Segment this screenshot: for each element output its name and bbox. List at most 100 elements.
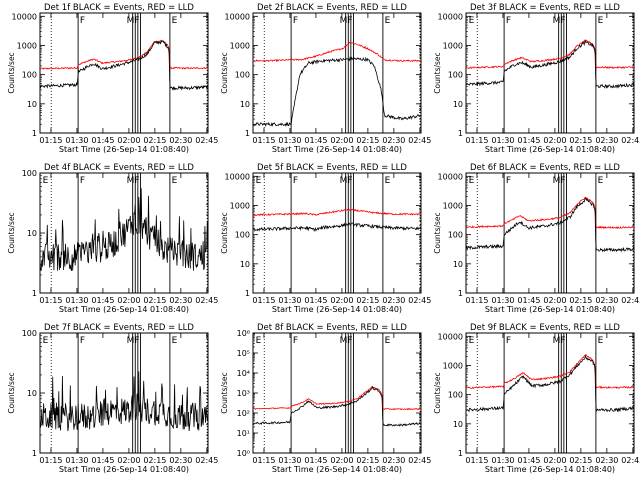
x-tick-label: 01:45	[304, 456, 327, 465]
event-marker-letter: E	[43, 336, 49, 346]
event-marker-letter: E	[256, 176, 262, 186]
x-tick-label: 02:15	[569, 136, 592, 145]
event-marker-letter: F	[506, 176, 511, 186]
y-tick-label: 1	[245, 289, 250, 298]
series-line-lld	[465, 39, 635, 70]
x-tick-label: 02:30	[382, 296, 405, 305]
panel-title: Det 1f BLACK = Events, RED = LLD	[44, 3, 194, 13]
x-tick-label: 02:30	[169, 136, 192, 145]
y-tick-label: 10	[453, 100, 463, 109]
series-line-lld	[465, 354, 635, 390]
plot-frame	[465, 332, 635, 454]
panel-title: Det 7f BLACK = Events, RED = LLD	[44, 323, 194, 333]
x-tick-label: 01:15	[465, 136, 488, 145]
plot-frame	[465, 172, 635, 294]
plot-frame	[39, 12, 209, 134]
y-tick-label: 10000	[438, 332, 463, 341]
y-tick-label: 100	[448, 71, 463, 80]
x-tick-label: 02:00	[330, 456, 353, 465]
y-axis-label: Counts/sec	[220, 372, 229, 413]
event-marker-letter: F	[80, 336, 85, 346]
panel-det-9: Det 9f BLACK = Events, RED = LLD 1 10 100 10…	[433, 323, 640, 474]
x-tick-label: 01:15	[252, 136, 275, 145]
x-axis-label: Start Time (26-Sep-14 01:08:40)	[272, 305, 402, 314]
series-line-lld	[465, 196, 635, 230]
series-line-events	[465, 354, 635, 413]
x-tick-label: 02:30	[382, 456, 405, 465]
x-tick-label: 02:15	[356, 296, 379, 305]
x-tick-label: 02:15	[143, 296, 166, 305]
event-marker-letter: MF	[340, 176, 353, 186]
y-tick-label: 10	[240, 100, 250, 109]
x-tick-label: 02:15	[356, 456, 379, 465]
x-axis-label: Start Time (26-Sep-14 01:08:40)	[485, 465, 615, 474]
x-tick-label: 02:45	[621, 136, 640, 145]
x-axis-label: Start Time (26-Sep-14 01:08:40)	[485, 305, 615, 314]
y-tick-label: 100	[22, 71, 37, 80]
y-tick-label: 10000	[12, 12, 37, 21]
x-tick-label: 01:45	[91, 296, 114, 305]
event-marker-letter: MF	[127, 176, 140, 186]
panel-title: Det 6f BLACK = Events, RED = LLD	[470, 163, 620, 173]
x-tick-label: 01:30	[65, 296, 88, 305]
y-tick-label: 1	[32, 129, 37, 138]
y-tick-label: 10	[27, 229, 37, 238]
y-tick-label: 1	[458, 449, 463, 458]
x-tick-label: 01:15	[465, 456, 488, 465]
x-tick-label: 01:30	[278, 456, 301, 465]
y-tick-label: 1	[32, 289, 37, 298]
y-axis-label: Counts/sec	[7, 52, 16, 93]
panel-det-7: Det 7f BLACK = Events, RED = LLD 1 10 100 Co…	[7, 323, 218, 474]
event-marker-letter: E	[469, 16, 475, 26]
series-line-events	[252, 222, 422, 232]
y-tick-label: 100	[448, 231, 463, 240]
x-tick-label: 02:00	[117, 296, 140, 305]
y-tick-label: 10⁶	[237, 329, 250, 338]
y-tick-label: 100	[22, 169, 37, 178]
x-tick-label: 02:45	[408, 296, 431, 305]
event-marker-letter: E	[172, 336, 178, 346]
y-tick-label: 10	[27, 389, 37, 398]
x-tick-label: 02:15	[569, 456, 592, 465]
x-tick-label: 02:45	[195, 136, 218, 145]
series-line-events	[39, 371, 209, 432]
y-tick-label: 10⁰	[237, 449, 250, 458]
x-tick-label: 02:15	[143, 136, 166, 145]
x-tick-label: 02:30	[595, 456, 618, 465]
y-tick-label: 1000	[17, 41, 37, 50]
y-tick-label: 100	[235, 231, 250, 240]
y-tick-label: 10000	[438, 172, 463, 181]
x-tick-label: 01:45	[517, 296, 540, 305]
y-tick-label: 1000	[230, 201, 250, 210]
x-tick-label: 02:15	[143, 456, 166, 465]
x-axis-label: Start Time (26-Sep-14 01:08:40)	[59, 465, 189, 474]
x-tick-label: 02:00	[543, 296, 566, 305]
event-marker-letter: F	[80, 176, 85, 186]
event-marker-letter: MF	[553, 176, 566, 186]
series-line-events	[252, 56, 422, 128]
y-tick-label: 1000	[443, 361, 463, 370]
x-tick-label: 01:30	[278, 136, 301, 145]
series-line-events	[465, 39, 635, 90]
x-tick-label: 01:15	[252, 456, 275, 465]
event-marker-letter: E	[598, 16, 604, 26]
y-tick-label: 1	[458, 289, 463, 298]
x-tick-label: 01:30	[278, 296, 301, 305]
x-tick-label: 02:45	[195, 456, 218, 465]
y-tick-label: 10	[240, 260, 250, 269]
plot-frame	[465, 12, 635, 134]
event-marker-letter: E	[598, 336, 604, 346]
y-tick-label: 10⁵	[237, 349, 250, 358]
x-tick-label: 02:30	[595, 136, 618, 145]
event-marker-letter: MF	[553, 336, 566, 346]
x-tick-label: 01:30	[491, 456, 514, 465]
y-axis-label: Counts/sec	[7, 212, 16, 253]
panel-det-5: Det 5f BLACK = Events, RED = LLD 1 10 100 10…	[220, 163, 431, 314]
panel-title: Det 3f BLACK = Events, RED = LLD	[470, 3, 620, 13]
event-marker-letter: MF	[340, 336, 353, 346]
panel-det-6: Det 6f BLACK = Events, RED = LLD 1 10 100 10…	[433, 163, 640, 314]
event-marker-letter: F	[506, 336, 511, 346]
event-marker-letter: E	[256, 336, 262, 346]
x-tick-label: 02:00	[543, 136, 566, 145]
